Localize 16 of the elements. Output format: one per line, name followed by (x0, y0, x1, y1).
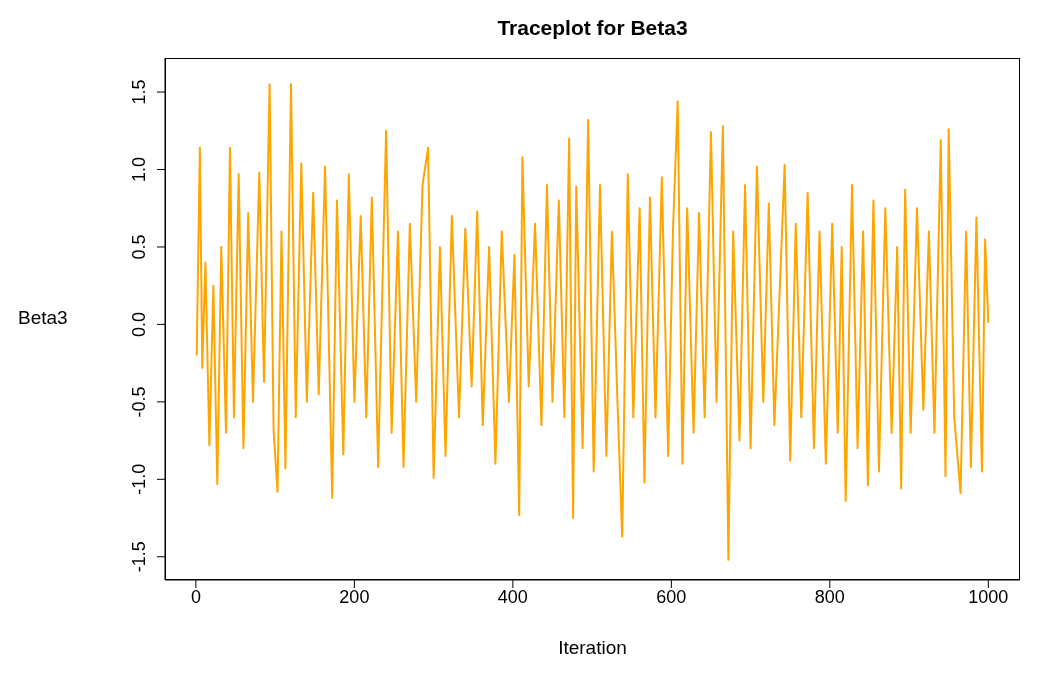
y-tick-label: 0.5 (129, 234, 149, 260)
y-tick-label: 0.0 (129, 311, 149, 337)
y-tick-label: 1.0 (129, 157, 149, 183)
x-tick-label: 400 (497, 586, 528, 607)
x-axis-title: Iteration (557, 637, 628, 659)
y-tick-label: -1.0 (129, 463, 149, 495)
x-tick-label: 1000 (968, 586, 1009, 607)
x-tick-label: 0 (190, 586, 201, 607)
chart-title: Traceplot for Beta3 (496, 16, 689, 40)
y-tick-label: -0.5 (129, 386, 149, 418)
x-tick-label: 600 (656, 586, 687, 607)
y-axis-title: Beta3 (18, 307, 68, 329)
y-tick-label: -1.5 (129, 541, 149, 573)
x-tick-label: 200 (339, 586, 370, 607)
y-tick-label: 1.5 (129, 79, 149, 105)
x-tick-label: 800 (814, 586, 845, 607)
